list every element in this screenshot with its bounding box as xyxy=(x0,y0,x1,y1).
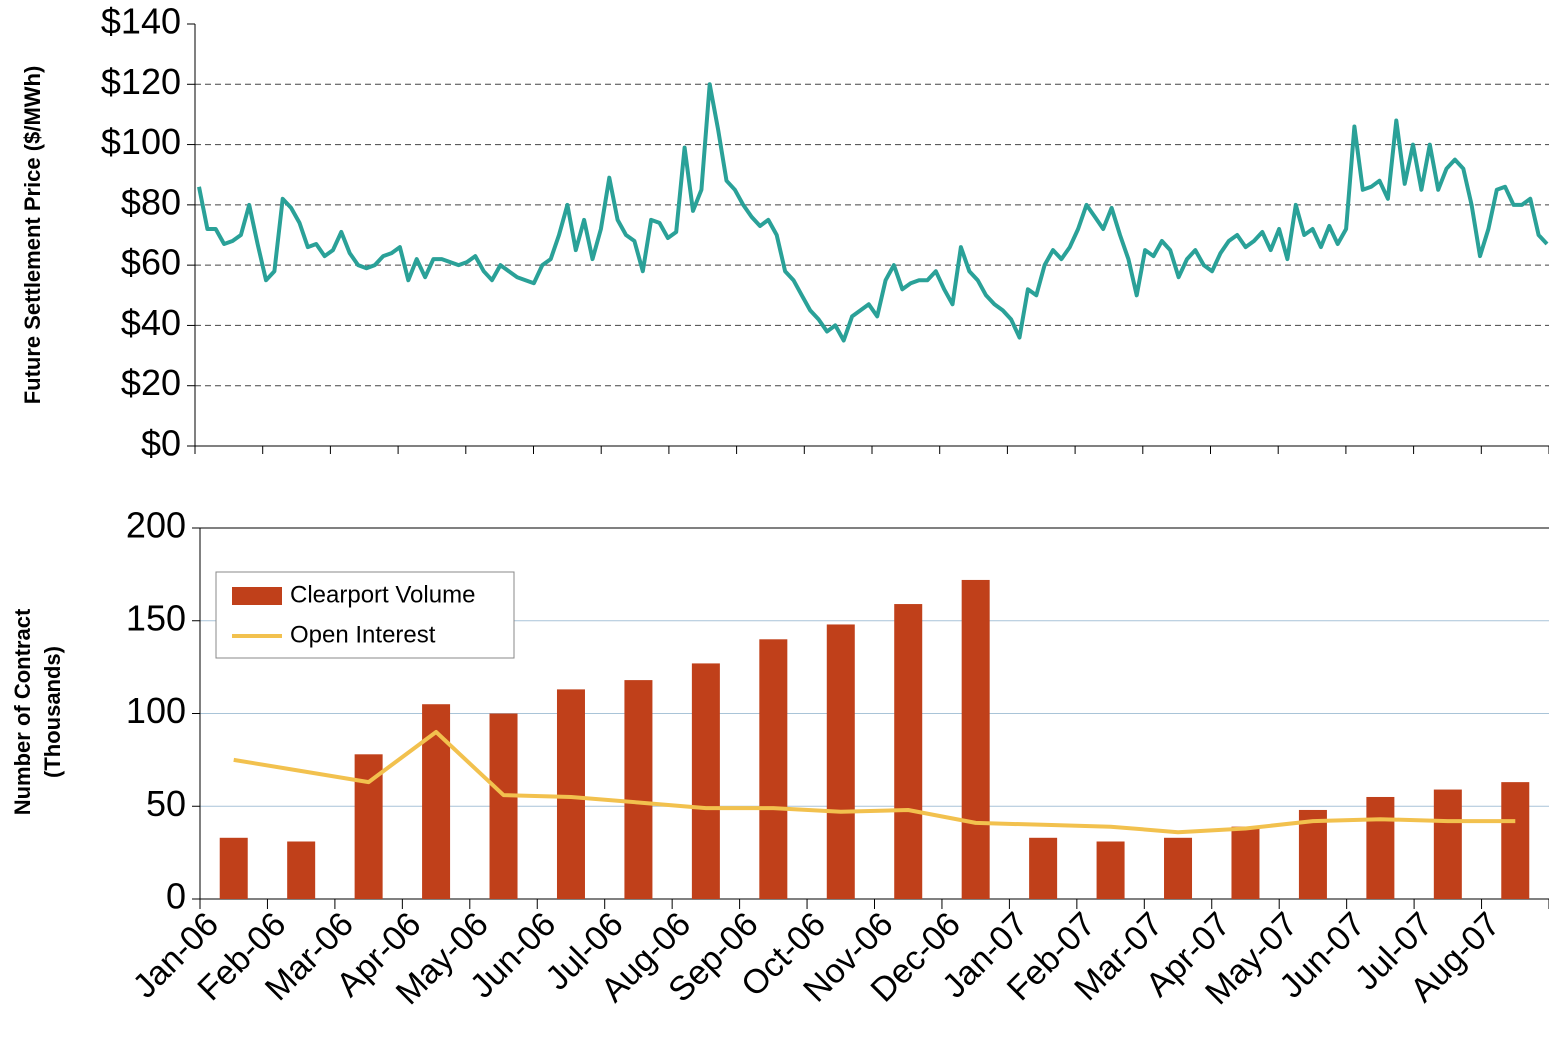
bar xyxy=(894,604,923,899)
y-tick-label: 0 xyxy=(166,876,186,917)
bar xyxy=(624,680,653,899)
bar xyxy=(1366,796,1395,899)
y-tick-label: $100 xyxy=(101,121,181,162)
bar xyxy=(219,837,248,899)
bar xyxy=(691,663,720,899)
bar xyxy=(1501,782,1530,899)
y-tick-label: 100 xyxy=(126,690,186,731)
bar xyxy=(1231,826,1260,899)
y-axis-title: Future Settlement Price ($/MWh) xyxy=(20,66,45,405)
open-interest-line xyxy=(233,730,1516,835)
legend-label: Clearport Volume xyxy=(290,581,475,608)
legend-box xyxy=(215,571,515,659)
price-line xyxy=(197,82,1549,343)
bar xyxy=(556,689,585,899)
bar xyxy=(759,639,788,899)
y-axis-title: Number of Contract xyxy=(10,608,35,815)
y-tick-label: 150 xyxy=(126,597,186,638)
y-tick-label: $20 xyxy=(121,362,181,403)
y-tick-label: $60 xyxy=(121,242,181,283)
bar xyxy=(287,841,316,899)
y-tick-label: $120 xyxy=(101,61,181,102)
y-tick-label: 200 xyxy=(126,505,186,546)
bar xyxy=(1096,841,1125,899)
y-tick-label: 50 xyxy=(146,783,186,824)
bar xyxy=(826,624,855,899)
legend-swatch xyxy=(232,587,282,605)
y-tick-label: $40 xyxy=(121,302,181,343)
bar xyxy=(1433,789,1462,899)
y-axis-title: (Thousands) xyxy=(40,646,65,778)
bar xyxy=(1298,809,1327,899)
y-tick-label: $0 xyxy=(141,423,181,464)
legend-label: Open Interest xyxy=(290,621,436,648)
bar xyxy=(1029,837,1058,899)
y-tick-label: $80 xyxy=(121,181,181,222)
bar xyxy=(354,754,383,899)
bar xyxy=(489,713,518,899)
bar xyxy=(961,579,990,899)
y-tick-label: $140 xyxy=(101,1,181,42)
bar xyxy=(1164,837,1193,899)
